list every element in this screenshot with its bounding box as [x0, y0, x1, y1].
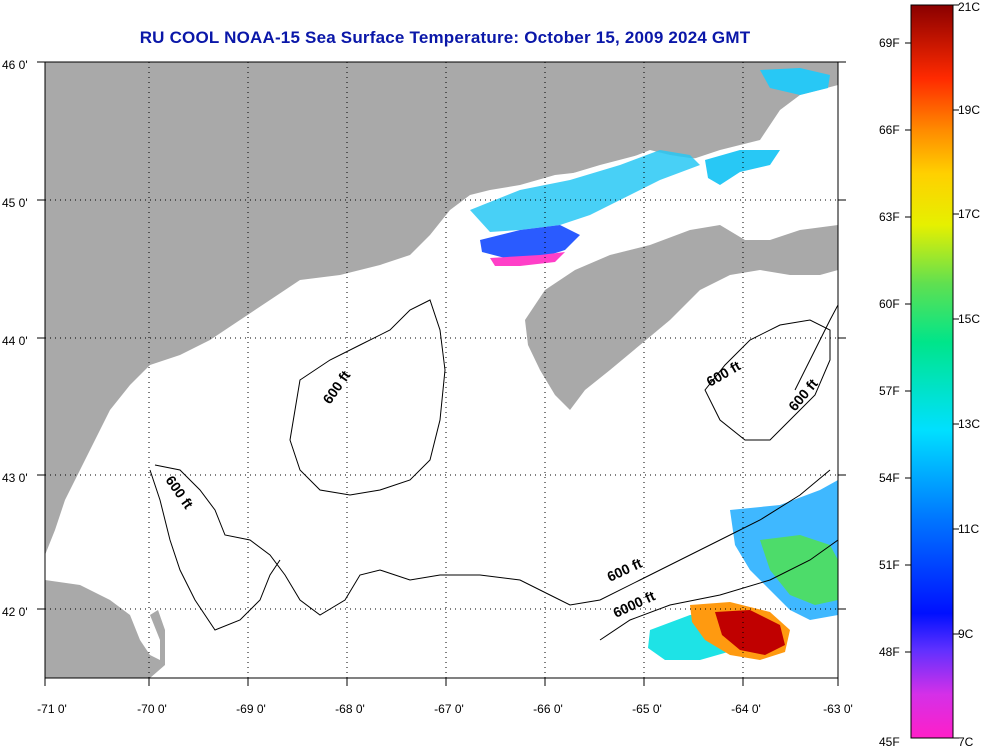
- lat-tick-label: 44 0': [2, 334, 28, 348]
- land-cape-cod: [45, 580, 165, 678]
- lon-tick-label: -69 0': [236, 702, 266, 716]
- bathymetry-contours: [149, 299, 838, 641]
- colorbar-c-label: 15C: [958, 312, 980, 326]
- colorbar-f-label: 51F: [879, 558, 900, 572]
- lon-tick-label: -71 0': [37, 702, 67, 716]
- sst-fundy-magenta: [490, 252, 565, 266]
- lat-tick-label: 46 0': [2, 58, 28, 72]
- lon-tick-label: -68 0': [335, 702, 365, 716]
- axis-ticks: [37, 61, 846, 686]
- land-mainland: [45, 62, 838, 555]
- colorbar-c-label: 17C: [958, 207, 980, 221]
- map-frame: [44, 61, 839, 679]
- colorbar-c-label: 21C: [958, 0, 980, 14]
- sst-se-red: [715, 610, 785, 655]
- sst-se-green: [760, 535, 838, 605]
- lon-tick-label: -67 0': [434, 702, 464, 716]
- lat-tick-label: 42 0': [2, 605, 28, 619]
- contour-600ft-inner: [289, 299, 446, 496]
- colorbar-ticks: [905, 4, 959, 739]
- sst-north-patches: [760, 68, 830, 95]
- colorbar-f-label: 48F: [879, 645, 900, 659]
- contour-600ft-east2: [794, 304, 838, 391]
- colorbar-f-label: 60F: [879, 297, 900, 311]
- colorbar-f-label: 63F: [879, 210, 900, 224]
- lon-tick-label: -63 0': [823, 702, 853, 716]
- contour-600ft-east: [704, 319, 831, 441]
- lon-tick-label: -65 0': [632, 702, 662, 716]
- colorbar-f-label: 45F: [879, 735, 900, 749]
- map-title: RU COOL NOAA-15 Sea Surface Temperature:…: [139, 28, 751, 47]
- sst-fundy-cyan: [470, 150, 700, 232]
- colorbar-f-label: 66F: [879, 123, 900, 137]
- contour-600ft-gulf: [154, 464, 831, 616]
- land-nova-scotia: [525, 225, 838, 410]
- lon-tick-label: -66 0': [533, 702, 563, 716]
- colorbar-f-label: 54F: [879, 471, 900, 485]
- colorbar-c-label: 11C: [958, 522, 979, 536]
- graticule: [45, 62, 838, 678]
- lon-tick-label: -64 0': [731, 702, 761, 716]
- colorbar-f-label: 57F: [879, 384, 900, 398]
- colorbar-c-label: 9C: [958, 627, 974, 641]
- contour-6000ft: [599, 539, 838, 641]
- colorbar-c-label: 7C: [958, 735, 974, 749]
- colorbar: [910, 4, 954, 739]
- colorbar-c-label: 13C: [958, 417, 980, 431]
- colorbar-c-label: 19C: [958, 103, 980, 117]
- contour-georges: [149, 469, 281, 631]
- sst-fundy-blue: [480, 225, 580, 258]
- colorbar-f-label: 69F: [879, 36, 900, 50]
- lat-tick-label: 45 0': [2, 196, 28, 210]
- lat-tick-label: 43 0': [2, 471, 28, 485]
- lon-tick-label: -70 0': [137, 702, 167, 716]
